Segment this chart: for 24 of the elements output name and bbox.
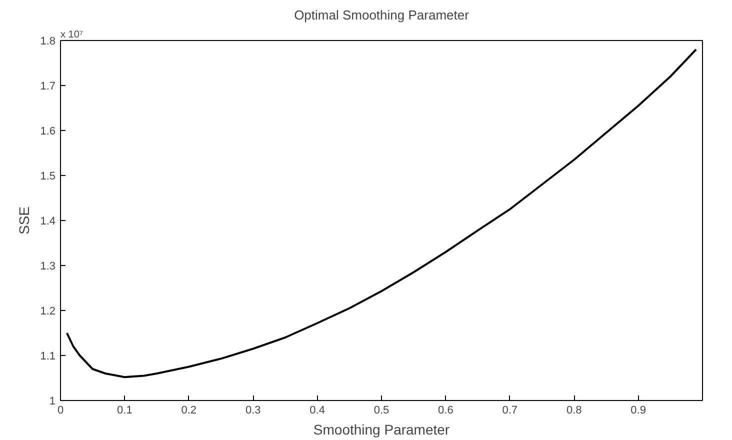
- x-tick-label: 0.6: [438, 404, 454, 416]
- y-tick-label: 1.3: [40, 260, 56, 272]
- y-tick-label: 1.6: [40, 126, 56, 138]
- y-tick-label: 1.5: [40, 170, 56, 182]
- x-tick-label: 0.4: [310, 404, 325, 416]
- x-tick-label: 0.2: [181, 404, 197, 416]
- annotation: x 10⁷: [60, 30, 84, 40]
- x-tick-label: 0.5: [374, 404, 390, 416]
- x-tick-label: 0.8: [566, 404, 582, 416]
- x-tick-label: 0: [57, 404, 64, 416]
- y-tick-label: 1.7: [40, 80, 56, 92]
- y-tick-label: 1.8: [40, 36, 56, 48]
- line-series: [66, 48, 698, 378]
- chart-title: Optimal Smoothing Parameter: [294, 8, 470, 22]
- x-tick-label: 0.1: [117, 404, 132, 416]
- y-axis-title: SSE: [16, 206, 32, 235]
- y-tick-label: 1.2: [40, 306, 56, 318]
- y-tick-label: 1: [49, 396, 56, 408]
- x-tick-label: 0.3: [245, 404, 261, 416]
- y-tick-label: 1.4: [40, 216, 56, 228]
- x-axis-title: Smoothing Parameter: [313, 422, 450, 438]
- y-tick-label: 1.1: [40, 350, 56, 362]
- x-tick-label: 0.7: [502, 404, 518, 416]
- x-tick-label: 0.9: [630, 404, 646, 416]
